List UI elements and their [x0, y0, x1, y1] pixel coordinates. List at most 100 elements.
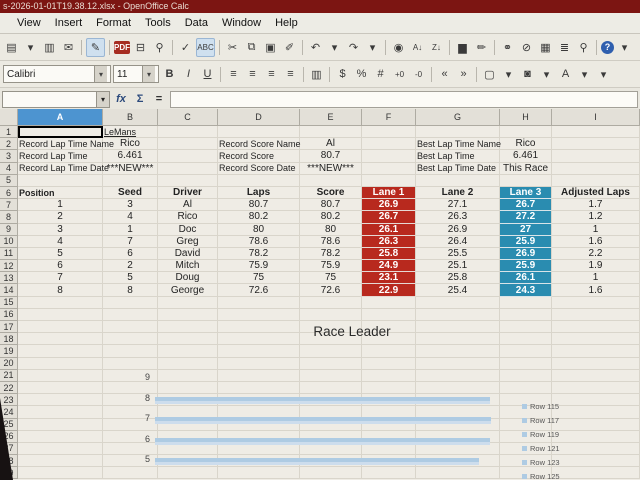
cell-B5[interactable]	[103, 174, 158, 187]
row-header-17[interactable]: 17	[0, 321, 18, 334]
cell-H2[interactable]: Rico	[500, 138, 552, 151]
cell-H13[interactable]: 26.1	[500, 272, 552, 285]
cell-D15[interactable]	[218, 296, 300, 309]
cell-G16[interactable]	[416, 308, 500, 321]
row-header-8[interactable]: 8	[0, 211, 18, 224]
cell-G27[interactable]	[416, 442, 500, 456]
cell-B16[interactable]	[103, 308, 158, 321]
cell-C19[interactable]	[158, 345, 218, 358]
cell-H18[interactable]	[500, 333, 552, 346]
cell-D3[interactable]: Record Score	[218, 150, 300, 163]
align-left-icon[interactable]: ≡	[230, 68, 237, 80]
cell-E18[interactable]	[300, 333, 362, 346]
toolbar-options-dropdown-icon[interactable]: ▾	[600, 68, 607, 81]
cell-A2[interactable]: Record Lap Time Name	[18, 138, 115, 151]
select-all-corner[interactable]	[0, 109, 18, 126]
zoom-icon[interactable]: ⚲	[579, 41, 588, 54]
sort-descending-icon[interactable]: Z↓	[432, 42, 441, 52]
cell-F1[interactable]	[362, 126, 416, 139]
cell-H24[interactable]	[500, 406, 552, 419]
currency-format-icon[interactable]: $	[339, 68, 346, 80]
cell-C10[interactable]: Greg	[158, 235, 218, 248]
cell-D21[interactable]	[218, 369, 300, 382]
cell-H28[interactable]	[500, 455, 552, 468]
row-header-5[interactable]: 5	[0, 174, 18, 187]
chevron-down-icon[interactable]: ▾	[96, 91, 109, 107]
cell-B24[interactable]	[103, 406, 158, 419]
cell-A15[interactable]	[18, 296, 103, 309]
undo-dropdown-icon[interactable]: ▾	[331, 41, 338, 54]
borders-icon[interactable]: ▢	[484, 68, 495, 81]
cell-E5[interactable]	[300, 174, 362, 187]
cell-E2[interactable]: Al	[300, 138, 362, 151]
cell-C27[interactable]	[158, 442, 218, 456]
page-preview-icon[interactable]: ⚲	[155, 41, 164, 54]
cell-H3[interactable]: 6.461	[500, 150, 552, 163]
cell-G15[interactable]	[416, 296, 500, 309]
sort-ascending-icon[interactable]: A↓	[412, 42, 423, 52]
cell-H9[interactable]: 27	[500, 223, 552, 236]
column-header-F[interactable]: F	[362, 109, 416, 126]
cell-E29[interactable]	[300, 467, 362, 480]
cell-B22[interactable]	[103, 381, 158, 395]
align-center-icon[interactable]: ≡	[249, 68, 256, 80]
cell-G11[interactable]: 25.5	[416, 247, 500, 261]
cell-A21[interactable]	[18, 369, 103, 382]
redo-icon[interactable]: ↷	[348, 41, 359, 54]
menu-item-tools[interactable]: Tools	[145, 17, 171, 29]
row-header-15[interactable]: 15	[0, 296, 18, 309]
cell-H27[interactable]	[500, 442, 552, 456]
spellcheck-icon[interactable]: ✓	[180, 41, 191, 54]
cell-D22[interactable]	[218, 381, 300, 395]
toolbar-options-dropdown-icon[interactable]: ▾	[621, 41, 628, 54]
cell-D13[interactable]: 75	[218, 272, 300, 285]
cell-E9[interactable]: 80	[300, 223, 362, 236]
row-header-16[interactable]: 16	[0, 308, 18, 321]
cell-E10[interactable]: 78.6	[300, 235, 362, 248]
cell-F14[interactable]: 22.9	[362, 284, 416, 297]
cell-C6[interactable]: Driver	[158, 186, 218, 200]
cell-H26[interactable]	[500, 430, 552, 443]
cell-F17[interactable]	[362, 321, 416, 334]
cell-D18[interactable]	[218, 333, 300, 346]
row-header-11[interactable]: 11	[0, 247, 18, 261]
cell-B9[interactable]: 1	[103, 223, 158, 236]
cell-G1[interactable]	[416, 126, 500, 139]
cell-F25[interactable]	[362, 418, 416, 431]
cell-F12[interactable]: 24.9	[362, 260, 416, 273]
race-leader-chart[interactable]: Race Leader 9 8 7 6 5 Row 115 Row 117 Row 119 Ro…	[122, 312, 640, 480]
cell-B18[interactable]	[103, 333, 158, 346]
cell-C3[interactable]	[158, 150, 218, 163]
chevron-down-icon[interactable]: ▾	[94, 66, 107, 82]
menu-item-format[interactable]: Format	[96, 17, 132, 29]
cell-B7[interactable]: 3	[103, 199, 158, 212]
cell-G3[interactable]: Best Lap Time	[416, 150, 500, 163]
cell-E17[interactable]	[300, 321, 362, 334]
cell-H20[interactable]	[500, 357, 552, 370]
row-header-20[interactable]: 20	[0, 357, 18, 370]
row-header-4[interactable]: 4	[0, 162, 18, 175]
cell-A6[interactable]: Position	[18, 186, 103, 200]
decrease-indent-icon[interactable]: «	[441, 68, 448, 80]
cell-F11[interactable]: 25.8	[362, 247, 416, 261]
column-header-D[interactable]: D	[218, 109, 300, 126]
cell-D14[interactable]: 72.6	[218, 284, 300, 297]
cell-H21[interactable]	[500, 369, 552, 382]
name-box[interactable]: ▾	[2, 90, 110, 108]
column-header-I[interactable]: I	[552, 109, 640, 126]
cell-C22[interactable]	[158, 381, 218, 395]
cell-I8[interactable]: 1.2	[552, 211, 640, 224]
cell-E11[interactable]: 78.2	[300, 247, 362, 261]
cell-E7[interactable]: 80.7	[300, 199, 362, 212]
borders-dropdown-icon[interactable]: ▾	[505, 68, 512, 81]
new-dropdown-icon[interactable]: ▾	[27, 41, 34, 54]
row-header-12[interactable]: 12	[0, 260, 18, 273]
paste-icon[interactable]: ▣	[265, 41, 276, 54]
cell-F29[interactable]	[362, 467, 416, 480]
cell-G8[interactable]: 26.3	[416, 211, 500, 224]
cell-H1[interactable]	[500, 126, 552, 139]
cell-D8[interactable]: 80.2	[218, 211, 300, 224]
cell-B11[interactable]: 6	[103, 247, 158, 261]
data-sources-icon[interactable]: ≣	[559, 41, 570, 54]
print-icon[interactable]: ⊟	[135, 41, 146, 54]
